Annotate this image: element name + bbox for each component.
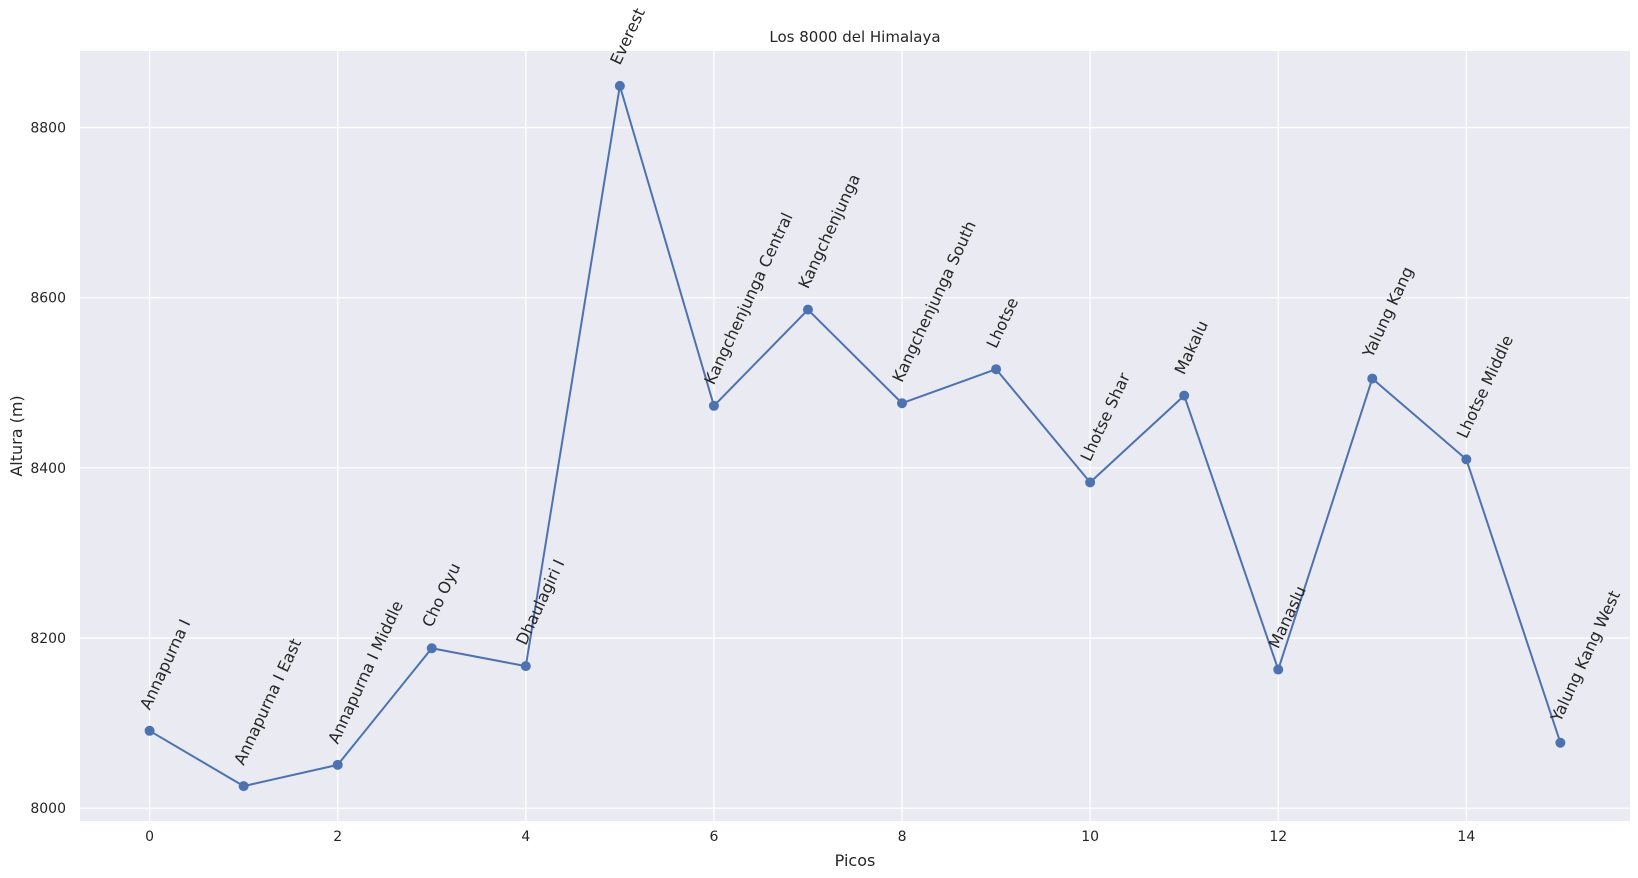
x-tick-label: 4 (521, 829, 530, 845)
y-tick-label: 8200 (30, 631, 66, 647)
y-tick-label: 8000 (30, 801, 66, 817)
data-point (144, 725, 155, 736)
data-point (238, 781, 249, 792)
data-point (1367, 373, 1378, 384)
series-line (149, 84, 1562, 788)
x-tick-label: 10 (1081, 829, 1099, 845)
x-tick-label: 0 (145, 829, 154, 845)
y-tick-label: 8800 (30, 121, 66, 137)
x-tick-label: 12 (1269, 829, 1287, 845)
data-point (520, 661, 531, 672)
data-point (802, 304, 813, 315)
x-tick-label: 6 (709, 829, 718, 845)
x-tick-label: 2 (333, 829, 342, 845)
data-point (332, 759, 343, 770)
data-point (897, 398, 908, 409)
x-tick-label: 8 (898, 829, 907, 845)
x-tick-labels: 0 2 4 6 8 10 12 14 (145, 829, 1475, 845)
data-point (1273, 664, 1284, 675)
y-tick-label: 8400 (30, 461, 66, 477)
data-point (708, 400, 719, 411)
data-point (991, 364, 1002, 375)
x-axis-title: Picos (835, 851, 876, 870)
y-tick-labels: 8000 8200 8400 8600 8800 (30, 121, 66, 818)
data-point (614, 80, 625, 91)
x-tick-label: 14 (1457, 829, 1475, 845)
y-axis-title: Altura (m) (7, 395, 26, 476)
chart-title: Los 8000 del Himalaya (769, 28, 940, 46)
data-point (426, 643, 437, 654)
series-line-path (149, 84, 1562, 788)
data-point (1461, 454, 1472, 465)
series-points (144, 80, 1566, 792)
data-point (1085, 477, 1096, 488)
grid-lines (80, 51, 1630, 821)
data-point (1179, 390, 1190, 401)
y-tick-label: 8600 (30, 291, 66, 307)
data-point (1555, 737, 1566, 748)
plot-area (80, 51, 1630, 821)
